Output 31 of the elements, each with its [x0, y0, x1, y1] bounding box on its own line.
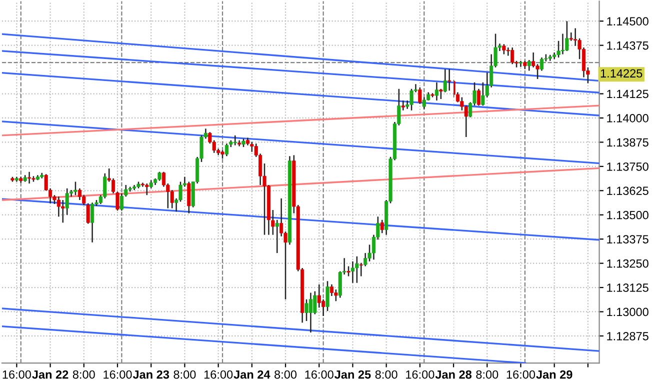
x-tick-label: 16:00: [104, 370, 132, 379]
x-tick-label: 16:00: [2, 370, 31, 379]
x-tick-label: 16:00: [506, 370, 536, 379]
x-tick-label: 8:00: [375, 370, 398, 379]
y-tick-label: 1.13250: [607, 259, 648, 268]
x-tick-label: 8:00: [72, 370, 95, 379]
y-tick-label: 1.14375: [607, 41, 648, 50]
y-tick-label: 1.14000: [607, 114, 648, 122]
x-tick-label: 16:00: [305, 370, 334, 379]
x-tick-label: 8:00: [476, 370, 498, 379]
y-tick-label: 1.13750: [607, 162, 648, 171]
y-tick-label: 1.14125: [607, 90, 648, 98]
y-tick-label: 1.13375: [607, 235, 648, 244]
x-tick-label: Jan 29: [536, 370, 572, 379]
x-tick-label: 8:00: [274, 370, 297, 379]
x-tick-label: Jan 24: [234, 370, 270, 379]
x-tick-label: Jan 25: [334, 370, 371, 379]
x-tick-label: 16:00: [204, 370, 233, 379]
x-tick-label: 16:00: [406, 370, 434, 379]
y-tick-label: 1.13500: [607, 210, 648, 220]
x-tick-label: Jan 22: [32, 370, 68, 379]
y-tick-label: 1.13125: [607, 284, 648, 292]
x-tick-label: Jan 28: [435, 370, 472, 379]
y-tick-label: 1.13625: [607, 186, 648, 196]
y-tick-label: 1.13875: [607, 138, 648, 147]
y-tick-label: 1.14500: [607, 17, 648, 26]
text: 1.14225: [600, 69, 642, 78]
y-tick-label: 1.12875: [607, 332, 648, 340]
x-tick-label: 8:00: [174, 370, 196, 379]
y-tick-label: 1.13000: [607, 308, 648, 316]
x-tick-label: Jan 23: [132, 370, 170, 379]
